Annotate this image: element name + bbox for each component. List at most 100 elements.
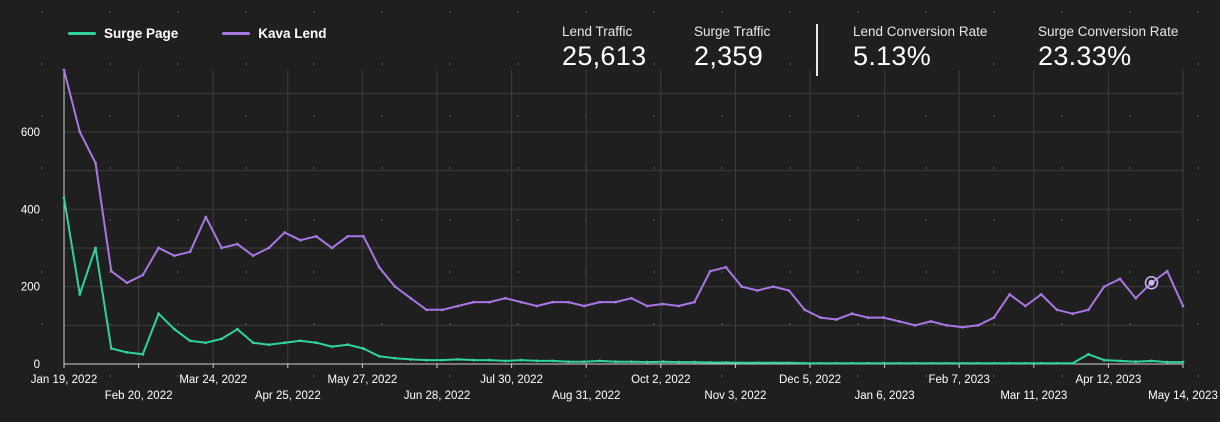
- data-point-lend: [94, 161, 97, 165]
- data-point-surge: [362, 347, 365, 350]
- stat-label: Lend Traffic: [562, 24, 633, 39]
- data-point-lend: [740, 285, 744, 289]
- background-dot: [993, 323, 995, 325]
- data-point-surge: [440, 358, 444, 362]
- background-dot: [41, 323, 43, 325]
- data-point-surge: [94, 246, 97, 250]
- background-dot: [109, 167, 111, 169]
- series-line-surge: [63, 197, 1183, 365]
- background-dot: [1061, 63, 1063, 65]
- background-dot: [41, 219, 43, 221]
- background-dot: [381, 63, 383, 65]
- background-dot: [177, 115, 179, 117]
- x-tick-label: Aug 31, 2022: [552, 390, 620, 402]
- background-dot: [857, 219, 859, 221]
- data-point-lend: [472, 300, 476, 304]
- data-point-lend: [551, 300, 554, 304]
- data-point-surge: [819, 361, 822, 365]
- data-point-surge: [1008, 361, 1012, 365]
- data-point-lend: [519, 300, 523, 304]
- data-point-surge: [708, 361, 712, 364]
- background-dot: [449, 219, 451, 221]
- background-dot: [721, 271, 723, 273]
- background-dot: [245, 323, 247, 325]
- data-point-surge: [1181, 360, 1185, 364]
- data-point-lend: [614, 300, 618, 304]
- background-dot: [1197, 63, 1199, 65]
- stat-label: Lend Conversion Rate: [853, 24, 988, 39]
- data-point-lend: [251, 254, 255, 258]
- data-point-surge: [929, 361, 933, 365]
- data-point-lend: [866, 316, 870, 319]
- background-dot: [789, 323, 791, 325]
- y-tick-label: 200: [21, 282, 40, 294]
- data-point-lend: [661, 302, 665, 306]
- data-point-surge: [220, 337, 224, 341]
- data-point-lend: [929, 320, 933, 323]
- data-point-surge: [330, 345, 334, 348]
- data-point-surge: [346, 343, 350, 347]
- x-tick-label: Oct 2, 2022: [631, 374, 690, 386]
- background-dot: [653, 219, 655, 221]
- data-point-lend: [1071, 312, 1075, 316]
- background-dot: [381, 11, 383, 13]
- data-point-lend: [645, 304, 649, 308]
- data-point-lend: [62, 68, 66, 72]
- background-dot: [1061, 11, 1063, 13]
- data-point-lend: [566, 300, 570, 304]
- background-dot: [789, 115, 791, 117]
- background-dot: [177, 323, 179, 325]
- stat-label: Surge Conversion Rate: [1038, 24, 1179, 39]
- background-dot: [517, 375, 519, 377]
- data-point-lend: [787, 289, 791, 292]
- data-point-surge: [913, 361, 917, 365]
- background-dot: [245, 115, 247, 117]
- data-point-surge: [62, 196, 66, 200]
- background-dot: [993, 167, 995, 169]
- data-point-lend: [756, 289, 759, 292]
- data-point-surge: [629, 360, 633, 364]
- background-dot: [653, 167, 655, 169]
- data-point-surge: [409, 357, 413, 361]
- data-point-lend: [1087, 308, 1090, 312]
- legend-label-surge: Surge Page: [104, 26, 179, 41]
- background-dot: [41, 375, 43, 377]
- data-point-surge: [1134, 360, 1138, 364]
- data-point-surge: [976, 361, 980, 365]
- background-dot: [653, 11, 655, 13]
- background-dot: [449, 323, 451, 325]
- legend-item-surge[interactable]: Surge Page: [68, 26, 178, 41]
- background-dot: [313, 167, 315, 169]
- background-dot: [993, 63, 995, 65]
- background-dot: [1129, 115, 1131, 117]
- data-point-lend: [598, 300, 602, 304]
- data-point-lend: [330, 246, 334, 250]
- data-point-surge: [771, 361, 775, 365]
- data-point-surge: [1118, 359, 1122, 363]
- background-dot: [381, 167, 383, 169]
- data-point-surge: [535, 359, 539, 363]
- legend-item-lend[interactable]: Kava Lend: [222, 26, 327, 41]
- data-point-surge: [267, 343, 271, 347]
- data-point-lend: [299, 238, 302, 242]
- background-dot: [1129, 323, 1131, 325]
- data-point-surge: [314, 341, 318, 345]
- background-dot: [721, 375, 723, 377]
- background-dot: [449, 63, 451, 65]
- background-dot: [517, 115, 519, 117]
- background-dot: [313, 271, 315, 273]
- data-point-lend: [283, 231, 287, 234]
- data-point-surge: [503, 359, 507, 363]
- data-point-surge: [425, 358, 428, 362]
- data-point-surge: [125, 350, 129, 354]
- data-point-lend: [1165, 269, 1169, 273]
- background-dot: [1061, 271, 1063, 273]
- x-tick-label: Feb 7, 2023: [929, 374, 990, 386]
- background-dot: [653, 271, 655, 273]
- data-point-surge: [834, 361, 838, 365]
- background-dot: [721, 167, 723, 169]
- background-dot: [109, 63, 111, 65]
- background-dot: [1129, 11, 1131, 13]
- series-line-lend: [63, 69, 1184, 329]
